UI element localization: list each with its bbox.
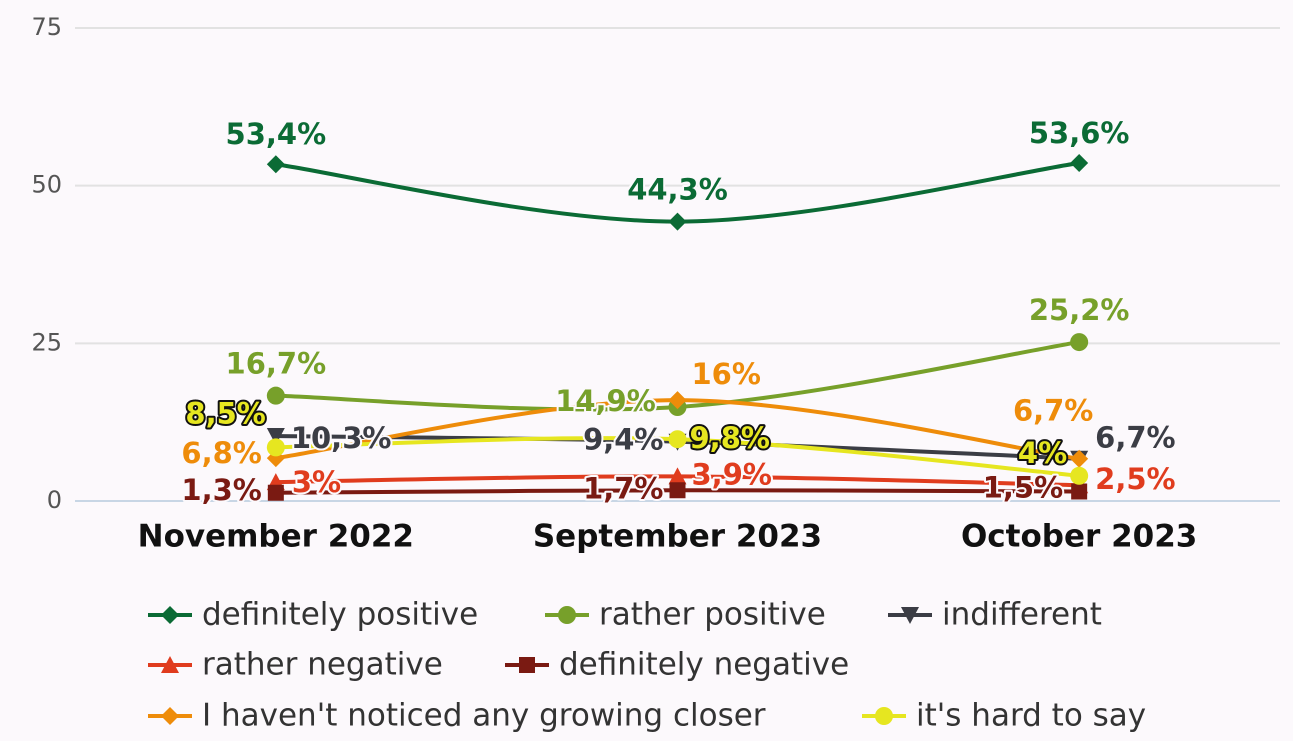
legend-item: rather negative (148, 647, 443, 683)
data-label: 6,8% (181, 436, 261, 470)
legend-item: indifferent (888, 597, 1102, 633)
legend-item: definitely positive (148, 597, 478, 633)
data-label: 3% (292, 465, 341, 499)
legend-item: definitely negative (505, 647, 849, 683)
data-label: 8,5% (185, 396, 265, 430)
x-tick-label: September 2023 (533, 519, 822, 555)
data-label: 25,2% (1029, 293, 1130, 327)
data-label: 9,4% (583, 423, 663, 457)
marker (901, 607, 919, 624)
data-label: 3,9% (692, 457, 772, 491)
marker (668, 212, 687, 231)
y-tick-label: 25 (31, 328, 62, 356)
marker (161, 707, 179, 725)
marker (1070, 466, 1089, 485)
marker (1071, 483, 1088, 500)
legend-label: rather negative (202, 647, 443, 683)
data-label: 1,7% (583, 471, 663, 505)
data-label: 53,4% (226, 117, 327, 151)
data-label: 14,9% (555, 384, 656, 418)
legend-label: indifferent (942, 597, 1102, 633)
data-label: 53,6% (1029, 116, 1130, 150)
marker (668, 391, 687, 410)
marker (875, 707, 893, 725)
marker (266, 428, 285, 446)
y-tick-label: 50 (31, 171, 62, 199)
marker (668, 467, 687, 485)
marker (1070, 153, 1089, 172)
marker (161, 656, 179, 673)
marker (1070, 449, 1089, 468)
marker (267, 484, 284, 501)
legend-item: I haven't noticed any growing closer (148, 698, 766, 734)
marker (266, 155, 285, 174)
x-tick-label: November 2022 (138, 519, 414, 555)
data-label: 44,3% (627, 173, 728, 207)
marker (558, 606, 576, 624)
legend-label: rather positive (599, 597, 826, 633)
marker (669, 482, 686, 499)
data-label: 9,8% (690, 421, 770, 455)
legend-label: definitely negative (559, 647, 849, 683)
data-label: 10,3% (291, 421, 392, 455)
marker (266, 386, 285, 405)
data-label: 2,5% (1095, 462, 1175, 496)
y-tick-label: 75 (31, 13, 62, 41)
data-label: 6,7% (1095, 421, 1175, 455)
marker (519, 657, 535, 673)
data-label: 16% (692, 357, 761, 391)
data-label: 6,7% (1013, 394, 1093, 428)
legend-item: it's hard to say (862, 698, 1146, 734)
x-tick-label: October 2023 (961, 519, 1197, 555)
marker (1070, 333, 1089, 352)
data-label: 4% (1018, 436, 1067, 470)
data-label: 1,5% (983, 471, 1063, 505)
data-label: 1,3% (181, 473, 261, 507)
marker (266, 438, 285, 457)
legend-item: rather positive (545, 597, 826, 633)
legend-label: it's hard to say (916, 698, 1146, 734)
legend-label: I haven't noticed any growing closer (202, 698, 766, 734)
marker (668, 430, 687, 449)
y-tick-label: 0 (47, 486, 62, 514)
data-label: 16,7% (226, 347, 327, 381)
marker (161, 606, 179, 624)
legend-label: definitely positive (202, 597, 478, 633)
